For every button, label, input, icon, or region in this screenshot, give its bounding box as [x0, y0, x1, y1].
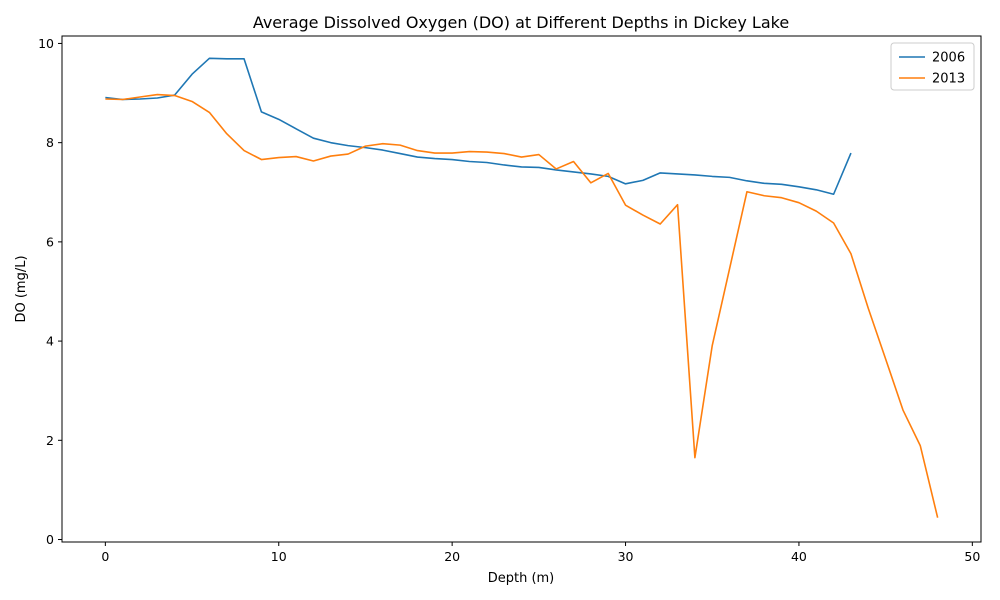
x-tick-label: 50 — [964, 549, 980, 564]
y-tick-label: 4 — [46, 334, 54, 349]
legend: 2006 2013 — [890, 42, 975, 91]
plot-frame — [61, 35, 982, 543]
x-tick-label: 40 — [791, 549, 807, 564]
legend-label-2013: 2013 — [932, 72, 965, 87]
legend-label-2006: 2006 — [932, 51, 965, 66]
chart-title: Average Dissolved Oxygen (DO) at Differe… — [253, 13, 789, 32]
x-axis-label: Depth (m) — [488, 571, 555, 586]
series-line-2013 — [105, 93, 939, 518]
y-axis-label: DO (mg/L) — [14, 255, 29, 322]
series-lines — [105, 57, 939, 518]
y-tick-label: 2 — [46, 433, 54, 448]
y-tick-label: 0 — [46, 532, 54, 547]
series-line-2006 — [105, 57, 852, 196]
plot-area — [61, 35, 982, 543]
axis-ticks: 0 10 20 30 40 50 0 2 4 6 8 10 — [38, 36, 980, 564]
x-tick-label: 10 — [271, 549, 287, 564]
y-tick-label: 6 — [46, 234, 54, 249]
y-tick-label: 8 — [46, 135, 54, 150]
x-tick-label: 30 — [618, 549, 634, 564]
y-tick-label: 10 — [38, 36, 54, 51]
x-tick-label: 20 — [444, 549, 460, 564]
x-tick-label: 0 — [101, 549, 109, 564]
